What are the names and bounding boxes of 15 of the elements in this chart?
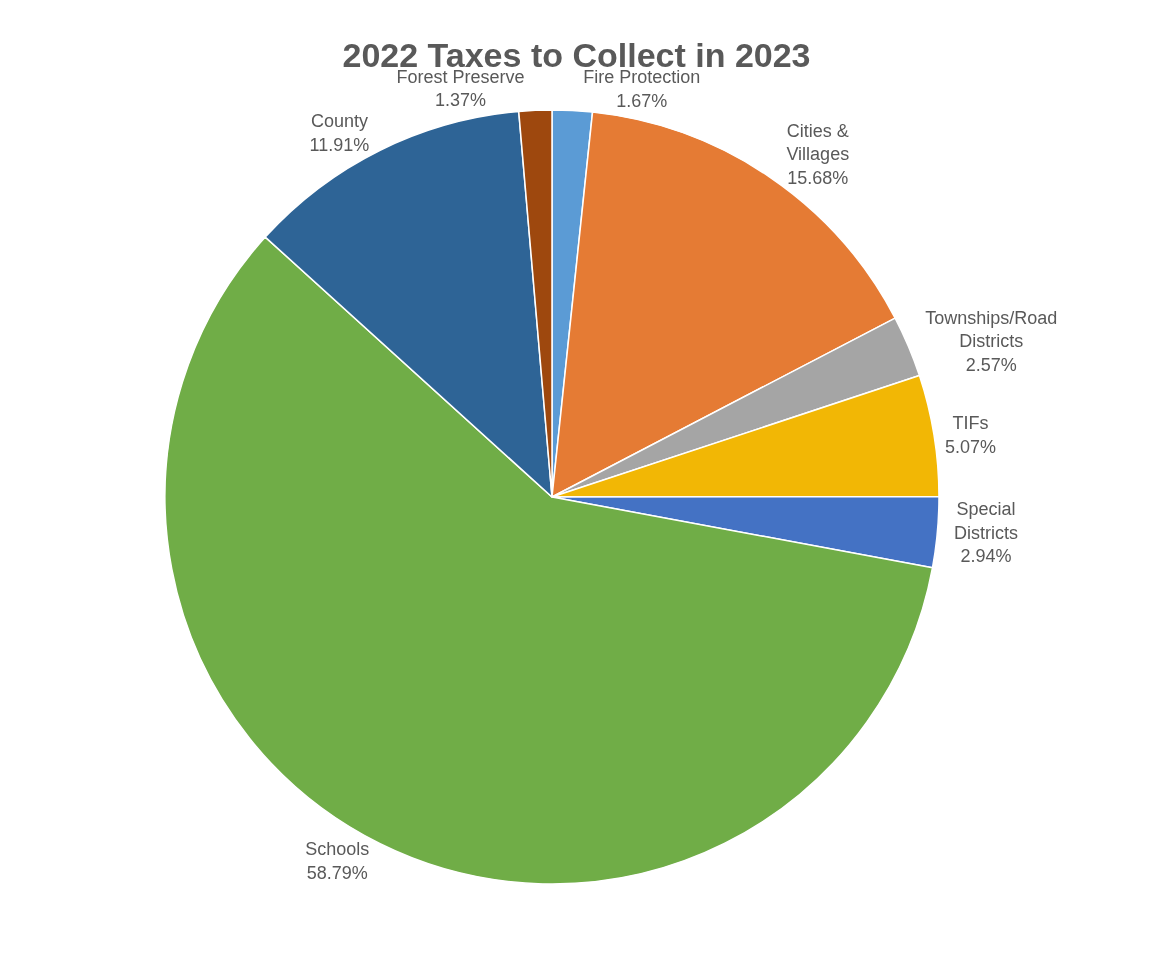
data-label: 2.94% xyxy=(960,546,1012,567)
data-label: 2.57% xyxy=(965,354,1017,375)
slice-label: Special Districts xyxy=(954,499,1019,543)
slice-label: Cities & Villages xyxy=(786,120,850,165)
data-label: 1.67% xyxy=(616,90,668,111)
slice-label: Townships/Road Districts xyxy=(925,307,1058,352)
data-label: 1.37% xyxy=(434,90,486,111)
slice-label: County xyxy=(310,111,368,132)
data-label: 5.07% xyxy=(944,436,996,457)
data-label: 58.79% xyxy=(306,862,368,883)
slice-label: Forest Preserve xyxy=(396,67,525,87)
slice-label: TIFs xyxy=(952,413,989,434)
data-label: 15.68% xyxy=(787,167,849,188)
data-label: 11.91% xyxy=(309,134,370,155)
slice-label: Schools xyxy=(305,839,370,860)
